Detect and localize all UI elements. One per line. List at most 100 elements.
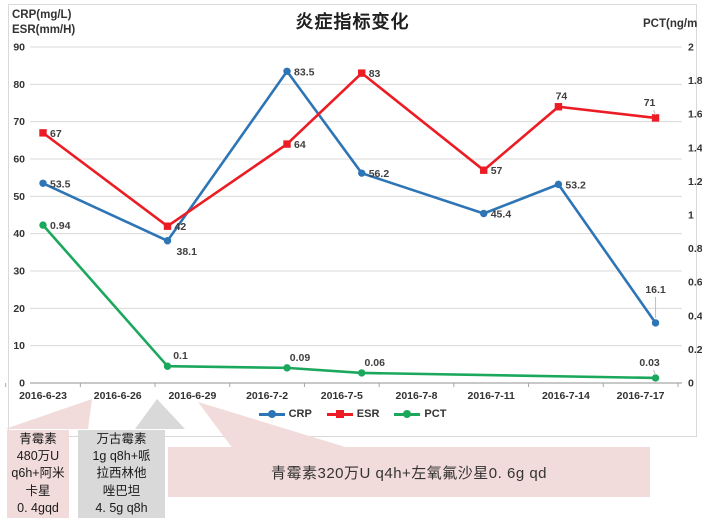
data-point-ESR xyxy=(358,69,366,77)
annotation-regimen-2-line: 4. 5g q8h xyxy=(95,500,148,515)
left-axis-title-line1: CRP(mg/L) xyxy=(12,9,72,21)
data-label-ESR: 74 xyxy=(556,91,568,103)
left-axis-tick-label: 70 xyxy=(13,116,25,128)
annotation-regimen-2-line: 1g q8h+哌 xyxy=(92,449,151,464)
data-label-PCT: 0.06 xyxy=(365,357,386,369)
legend-item-CRP: CRP xyxy=(258,408,312,420)
data-point-CRP xyxy=(163,237,172,245)
data-point-ESR xyxy=(163,222,172,230)
callout-triangle-regimen-3 xyxy=(198,402,352,449)
legend-marker-circle xyxy=(403,410,412,418)
annotation-regimen-1-line: 480万U xyxy=(16,449,60,464)
data-point-CRP xyxy=(480,209,488,218)
right-axis-tick-label: 1 xyxy=(688,210,694,222)
chart-frame xyxy=(8,4,697,437)
data-label-ESR: 67 xyxy=(50,128,62,140)
data-label-ESR: 64 xyxy=(294,139,306,151)
data-label-ESR: 57 xyxy=(491,165,503,177)
legend-line-swatch xyxy=(326,410,353,418)
right-axis-tick-label: 0.6 xyxy=(688,277,702,289)
data-label-PCT: 0.09 xyxy=(290,352,311,364)
annotation-regimen-1-line: 青霉素 xyxy=(19,432,57,446)
data-label-ESR: 71 xyxy=(644,97,656,109)
data-point-ESR xyxy=(651,114,660,122)
annotation-regimen-1-line: 0. 4gqd xyxy=(17,500,59,515)
right-axis-title: PCT(ng/m xyxy=(643,18,698,30)
data-point-CRP xyxy=(358,169,366,177)
data-point-CRP xyxy=(651,319,660,327)
data-label-CRP: 56.2 xyxy=(369,168,390,180)
data-point-ESR xyxy=(283,140,291,148)
data-label-CRP: 45.4 xyxy=(491,209,512,221)
annotation-regimen-2-line: 万古霉素 xyxy=(96,432,147,446)
x-axis-tick-label: 2016-6-26 xyxy=(94,390,142,402)
left-axis-tick-label: 50 xyxy=(13,191,25,203)
right-axis-tick-label: 0.8 xyxy=(688,243,702,255)
legend-marker-circle xyxy=(267,410,276,418)
legend: CRP ESR PCT xyxy=(8,405,697,423)
x-axis-tick-label: 2016-7-8 xyxy=(395,390,437,402)
data-label-CRP: 16.1 xyxy=(645,284,666,296)
right-axis-tick-label: 0 xyxy=(688,378,694,390)
label-leader-line xyxy=(653,109,657,116)
left-axis-tick-label: 10 xyxy=(13,340,25,352)
x-axis-tick-label: 2016-7-14 xyxy=(542,390,590,402)
data-point-CRP xyxy=(554,180,563,189)
legend-line-swatch xyxy=(394,410,421,418)
data-label-ESR: 42 xyxy=(175,221,187,233)
data-label-PCT: 0.1 xyxy=(173,350,188,362)
right-axis-tick-label: 1.6 xyxy=(688,109,702,121)
x-axis-tick-label: 2016-7-5 xyxy=(321,390,363,402)
data-label-PCT: 0.03 xyxy=(639,357,660,369)
legend-line-swatch xyxy=(258,410,285,418)
series-line-CRP xyxy=(41,69,657,325)
data-point-PCT xyxy=(39,221,47,229)
legend-label: ESR xyxy=(356,408,380,420)
annotation-regimen-3-text: 青霉素320万U q4h+左氧氟沙星0. 6g qd xyxy=(270,464,548,482)
data-label-CRP: 38.1 xyxy=(177,246,198,258)
right-axis-tick-label: 0.2 xyxy=(688,344,702,356)
data-label-CRP: 83.5 xyxy=(294,66,315,78)
legend-label: CRP xyxy=(288,408,312,420)
left-axis-tick-label: 30 xyxy=(13,266,25,278)
left-axis-tick-label: 20 xyxy=(13,303,25,315)
left-axis-title: CRP(mg/L) ESR(mm/H) xyxy=(12,8,75,38)
x-axis-tick-label: 2016-7-2 xyxy=(246,390,288,402)
data-point-CRP xyxy=(39,179,47,187)
legend-marker-square xyxy=(335,410,344,418)
right-axis-tick-label: 1.2 xyxy=(688,176,702,188)
data-point-PCT xyxy=(358,369,366,377)
label-leader-line xyxy=(653,369,657,376)
legend-label: PCT xyxy=(424,408,447,420)
annotation-regimen-3: 青霉素320万U q4h+左氧氟沙星0. 6g qd xyxy=(168,447,650,497)
data-point-PCT xyxy=(163,362,172,370)
annotation-regimen-1: 青霉素 480万U q6h+阿米 卡星 0. 4gqd xyxy=(7,430,69,518)
data-point-ESR xyxy=(554,103,563,111)
left-axis-tick-label: 0 xyxy=(19,378,25,390)
left-axis-tick-label: 80 xyxy=(13,79,25,91)
x-axis-tick-label: 2016-7-11 xyxy=(468,390,515,402)
data-point-PCT xyxy=(651,374,660,382)
data-label-PCT: 0.94 xyxy=(50,220,71,232)
right-axis-tick-label: 1.8 xyxy=(688,75,702,87)
data-point-ESR xyxy=(39,129,47,137)
data-label-CRP: 53.2 xyxy=(565,179,586,191)
x-axis-tick-label: 2016-6-23 xyxy=(19,390,67,402)
series-line-PCT xyxy=(41,223,657,380)
data-label-ESR: 83 xyxy=(369,68,381,80)
right-axis-tick-label: 0.4 xyxy=(688,310,702,322)
callout-triangle-regimen-1 xyxy=(5,399,92,429)
annotation-regimen-1-line: q6h+阿米 xyxy=(11,466,65,481)
left-axis-tick-label: 60 xyxy=(13,154,25,166)
annotation-regimen-2: 万古霉素 1g q8h+哌 拉西林他 唑巴坦 4. 5g q8h xyxy=(78,430,165,518)
x-axis-tick-label: 2016-7-17 xyxy=(617,390,665,402)
data-label-CRP: 53.5 xyxy=(50,178,71,190)
data-point-ESR xyxy=(480,166,488,174)
x-axis-tick-label: 2016-6-29 xyxy=(168,390,216,402)
legend-item-PCT: PCT xyxy=(394,408,446,420)
legend-item-ESR: ESR xyxy=(326,408,380,420)
left-axis-tick-label: 40 xyxy=(13,228,25,240)
annotation-regimen-2-line: 拉西林他 xyxy=(96,466,147,481)
